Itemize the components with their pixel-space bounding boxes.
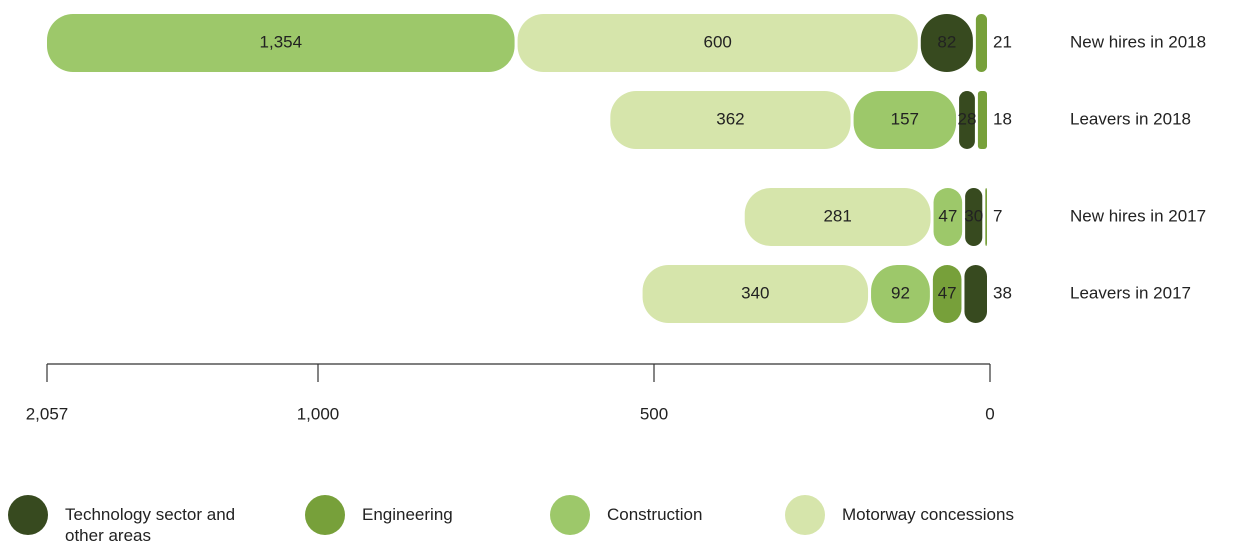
data-label: 7 [993,206,1002,225]
data-label: 18 [993,109,1012,128]
x-tick-label: 500 [640,404,668,423]
data-label: 340 [741,283,769,302]
legend-label: Technology sector and other areas [65,505,236,545]
bar-segment [47,14,515,72]
bar-segment [517,14,918,72]
data-label: 92 [891,283,910,302]
legend-label: Construction [607,505,703,524]
bar-segment [642,265,869,323]
data-label: 600 [703,32,731,51]
legend-label: Engineering [362,505,453,524]
x-tick-label: 2,057 [26,404,69,423]
data-label: 47 [938,283,957,302]
data-label: 281 [823,206,851,225]
data-label: 1,354 [260,32,303,51]
bar-segment [964,265,987,323]
legend-swatch [305,495,345,535]
bar-segment [933,188,963,246]
category-label: New hires in 2018 [1070,32,1206,51]
x-tick-label: 0 [985,404,994,423]
bar-segment [853,91,957,149]
bar-segment [744,188,931,246]
bar-segment [975,14,987,72]
bar-segment [932,265,962,323]
category-label: Leavers in 2017 [1070,283,1191,302]
legend-swatch [550,495,590,535]
data-label: 30 [964,206,983,225]
bar-segment [610,91,851,149]
data-label: 82 [937,32,956,51]
category-label: New hires in 2017 [1070,206,1206,225]
data-label: 157 [891,109,919,128]
category-label: Leavers in 2018 [1070,109,1191,128]
data-label: 28 [958,109,977,128]
bar-segment [871,265,930,323]
data-label: 47 [938,206,957,225]
data-label: 21 [993,32,1012,51]
bar-segment [920,14,973,72]
legend-swatch [8,495,48,535]
legend-swatch [785,495,825,535]
bar-segment [985,188,987,246]
legend-label: Motorway concessions [842,505,1014,524]
data-label: 38 [993,283,1012,302]
bar-segment [977,91,987,149]
data-label: 362 [716,109,744,128]
x-tick-label: 1,000 [297,404,340,423]
bar-segment [965,188,983,246]
bar-segment [959,91,975,149]
